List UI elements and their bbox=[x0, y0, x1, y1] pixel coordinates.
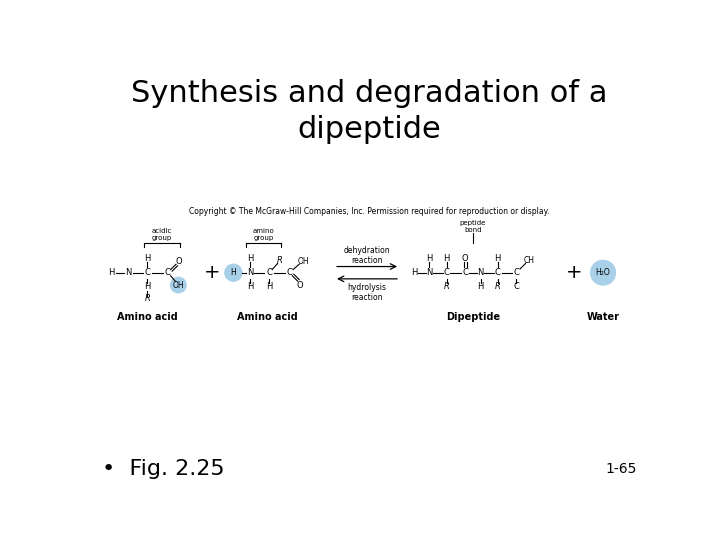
Text: amino
group: amino group bbox=[253, 228, 274, 241]
Text: C: C bbox=[287, 268, 292, 277]
Text: C: C bbox=[513, 268, 519, 277]
Circle shape bbox=[225, 264, 242, 281]
Text: H: H bbox=[247, 254, 253, 264]
Text: N: N bbox=[477, 268, 484, 277]
Text: H: H bbox=[495, 254, 501, 264]
Text: C: C bbox=[266, 268, 272, 277]
Text: C: C bbox=[444, 268, 449, 277]
Text: Amino acid: Amino acid bbox=[117, 312, 178, 322]
Text: dehydration
reaction: dehydration reaction bbox=[343, 246, 390, 266]
Text: Amino acid: Amino acid bbox=[237, 312, 297, 322]
Text: Copyright © The McGraw-Hill Companies, Inc. Permission required for reproduction: Copyright © The McGraw-Hill Companies, I… bbox=[189, 207, 549, 216]
Text: +: + bbox=[204, 263, 221, 282]
Text: C: C bbox=[165, 268, 171, 277]
Text: C: C bbox=[513, 282, 519, 291]
Text: •  Fig. 2.25: • Fig. 2.25 bbox=[102, 459, 224, 479]
Text: O: O bbox=[462, 254, 469, 264]
Text: N: N bbox=[426, 268, 433, 277]
Text: OH: OH bbox=[297, 258, 309, 266]
Text: hydrolysis
reaction: hydrolysis reaction bbox=[348, 283, 387, 302]
Text: H: H bbox=[230, 268, 236, 277]
Circle shape bbox=[590, 260, 616, 285]
Text: R: R bbox=[145, 294, 150, 303]
Text: O: O bbox=[175, 258, 181, 266]
Text: R: R bbox=[495, 282, 500, 291]
Text: O: O bbox=[297, 280, 303, 289]
Text: OH: OH bbox=[173, 280, 184, 289]
Text: H: H bbox=[109, 268, 115, 277]
Text: N: N bbox=[125, 268, 132, 277]
Text: N: N bbox=[247, 268, 253, 277]
Text: CH: CH bbox=[523, 256, 534, 265]
Text: H: H bbox=[144, 282, 150, 291]
Text: H: H bbox=[247, 282, 253, 291]
Text: H: H bbox=[266, 282, 272, 291]
Text: H: H bbox=[426, 254, 433, 264]
Text: R: R bbox=[444, 282, 449, 291]
Text: 1-65: 1-65 bbox=[605, 462, 636, 476]
Text: Dipeptide: Dipeptide bbox=[446, 312, 500, 322]
Text: acidic
group: acidic group bbox=[152, 228, 172, 241]
Text: C: C bbox=[145, 268, 150, 277]
Text: H: H bbox=[444, 254, 450, 264]
Text: H: H bbox=[411, 268, 417, 277]
Text: H: H bbox=[144, 254, 150, 264]
Text: peptide
bond: peptide bond bbox=[459, 220, 486, 233]
Text: H₂O: H₂O bbox=[595, 268, 611, 277]
Text: C: C bbox=[462, 268, 468, 277]
Circle shape bbox=[171, 278, 186, 293]
Text: Synthesis and degradation of a
dipeptide: Synthesis and degradation of a dipeptide bbox=[131, 79, 607, 144]
Text: +: + bbox=[566, 263, 582, 282]
Text: H: H bbox=[477, 282, 484, 291]
Text: C: C bbox=[495, 268, 500, 277]
Text: R: R bbox=[277, 256, 283, 265]
Text: Water: Water bbox=[587, 312, 619, 322]
